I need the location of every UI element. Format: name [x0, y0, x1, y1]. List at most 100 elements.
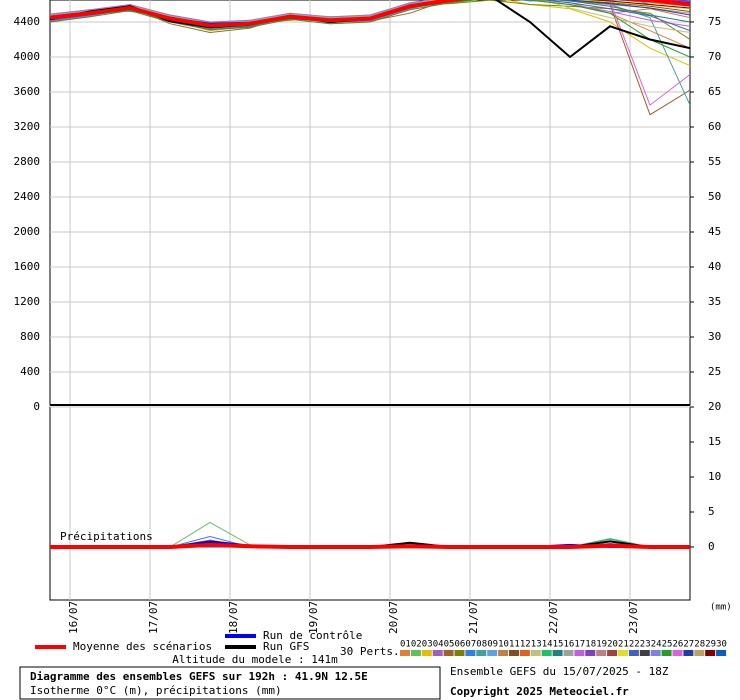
legend-gfs: Run GFS — [263, 640, 309, 653]
member-name: 14 — [542, 640, 553, 650]
y-tick-label: 2800 — [14, 155, 41, 168]
member-name: 20 — [607, 640, 618, 650]
title-box — [19, 666, 441, 700]
member-name: 21 — [618, 640, 629, 650]
member-name: 01 — [400, 640, 411, 650]
member-swatch — [410, 650, 421, 656]
member-name: 15 — [553, 640, 564, 650]
member-name: 08 — [476, 640, 487, 650]
member-name: 25 — [662, 640, 673, 650]
chart-title: Diagramme des ensembles GEFS sur 192h : … — [30, 670, 368, 683]
isotherm-line — [50, 0, 690, 58]
member-swatch — [465, 650, 476, 656]
member-swatch — [639, 650, 650, 656]
member-name: 22 — [629, 640, 640, 650]
y-tick-label: 3200 — [14, 120, 41, 133]
y-tick-label: 4000 — [14, 50, 41, 63]
x-tick-label: 22/07 — [547, 601, 560, 634]
y2-tick-label: 65 — [708, 85, 721, 98]
member-name: 27 — [683, 640, 694, 650]
member-name: 19 — [596, 640, 607, 650]
member-name: 18 — [585, 640, 596, 650]
member-swatch — [672, 650, 683, 656]
precip-tick-label: 0 — [708, 540, 715, 553]
y2-tick-label: 40 — [708, 260, 721, 273]
precip-tick-label: 10 — [708, 470, 721, 483]
isotherm-lines — [50, 0, 690, 116]
isotherm-line — [50, 0, 690, 23]
member-name: 23 — [640, 640, 651, 650]
member-swatch — [519, 650, 530, 656]
legend-control: Run de contrôle — [263, 629, 362, 642]
member-swatch — [541, 650, 552, 656]
labels: 0400800120016002000240028003200360040004… — [14, 15, 722, 634]
member-name: 06 — [455, 640, 466, 650]
x-tick-label: 20/07 — [387, 601, 400, 634]
y-tick-label: 400 — [20, 365, 40, 378]
y2-tick-label: 70 — [708, 50, 721, 63]
precip-tick-label: 15 — [708, 435, 721, 448]
member-swatch — [628, 650, 639, 656]
member-swatch — [596, 650, 607, 656]
member-name: 10 — [498, 640, 509, 650]
member-name: 02 — [411, 640, 422, 650]
member-name: 09 — [487, 640, 498, 650]
members-label: 30 Perts. — [340, 645, 400, 658]
x-tick-label: 18/07 — [227, 601, 240, 634]
member-name: 03 — [422, 640, 433, 650]
member-swatch — [563, 650, 574, 656]
isotherm-line — [50, 0, 690, 24]
member-swatch — [585, 650, 596, 656]
y-tick-label: 3600 — [14, 85, 41, 98]
run-label: Ensemble GEFS du 15/07/2025 - 18Z — [450, 665, 669, 678]
member-swatch — [705, 650, 716, 656]
legend-mean: Moyenne des scénarios — [73, 640, 212, 653]
precip-unit: (mm) — [710, 603, 732, 613]
member-legend: 01 02 03 04 05 06 07 08 09 10 11 12 13 14 15 16 17 18 19 20… — [400, 640, 727, 656]
member-swatch — [607, 650, 618, 656]
y-tick-label: 0 — [33, 400, 40, 413]
member-swatch — [574, 650, 585, 656]
member-name: 16 — [564, 640, 575, 650]
member-swatch — [716, 650, 727, 656]
member-swatch — [552, 650, 563, 656]
y2-tick-label: 50 — [708, 190, 721, 203]
y-tick-label: 800 — [20, 330, 40, 343]
member-swatch — [530, 650, 541, 656]
member-swatch — [487, 650, 498, 656]
y-tick-label: 2000 — [14, 225, 41, 238]
member-name: 28 — [694, 640, 705, 650]
y2-tick-label: 55 — [708, 155, 721, 168]
y2-tick-label: 25 — [708, 365, 721, 378]
member-name: 11 — [509, 640, 520, 650]
y-tick-label: 1600 — [14, 260, 41, 273]
grid — [50, 0, 694, 600]
precip-tick-label: 5 — [708, 505, 715, 518]
member-name: 29 — [705, 640, 716, 650]
member-name: 04 — [433, 640, 444, 650]
member-swatch — [443, 650, 454, 656]
member-swatch — [454, 650, 465, 656]
member-name: 30 — [716, 640, 727, 650]
x-tick-label: 16/07 — [67, 601, 80, 634]
member-swatch — [476, 650, 487, 656]
y2-tick-label: 75 — [708, 15, 721, 28]
y2-tick-label: 60 — [708, 120, 721, 133]
precip-label: Précipitations — [60, 530, 153, 543]
x-tick-label: 19/07 — [307, 601, 320, 634]
x-tick-label: 23/07 — [627, 601, 640, 634]
y2-tick-label: 35 — [708, 295, 721, 308]
x-tick-label: 17/07 — [147, 601, 160, 634]
member-name: 24 — [651, 640, 662, 650]
y2-tick-label: 45 — [708, 225, 721, 238]
isotherm-line — [50, 0, 690, 28]
member-swatch — [432, 650, 443, 656]
altitude: Altitude du modele : 141m — [172, 653, 338, 666]
member-swatch — [509, 650, 519, 656]
y-tick-label: 1200 — [14, 295, 41, 308]
member-swatch — [421, 650, 432, 656]
y-tick-label: 2400 — [14, 190, 41, 203]
member-name: 26 — [673, 640, 684, 650]
y2-tick-label: 30 — [708, 330, 721, 343]
member-swatch — [661, 650, 672, 656]
